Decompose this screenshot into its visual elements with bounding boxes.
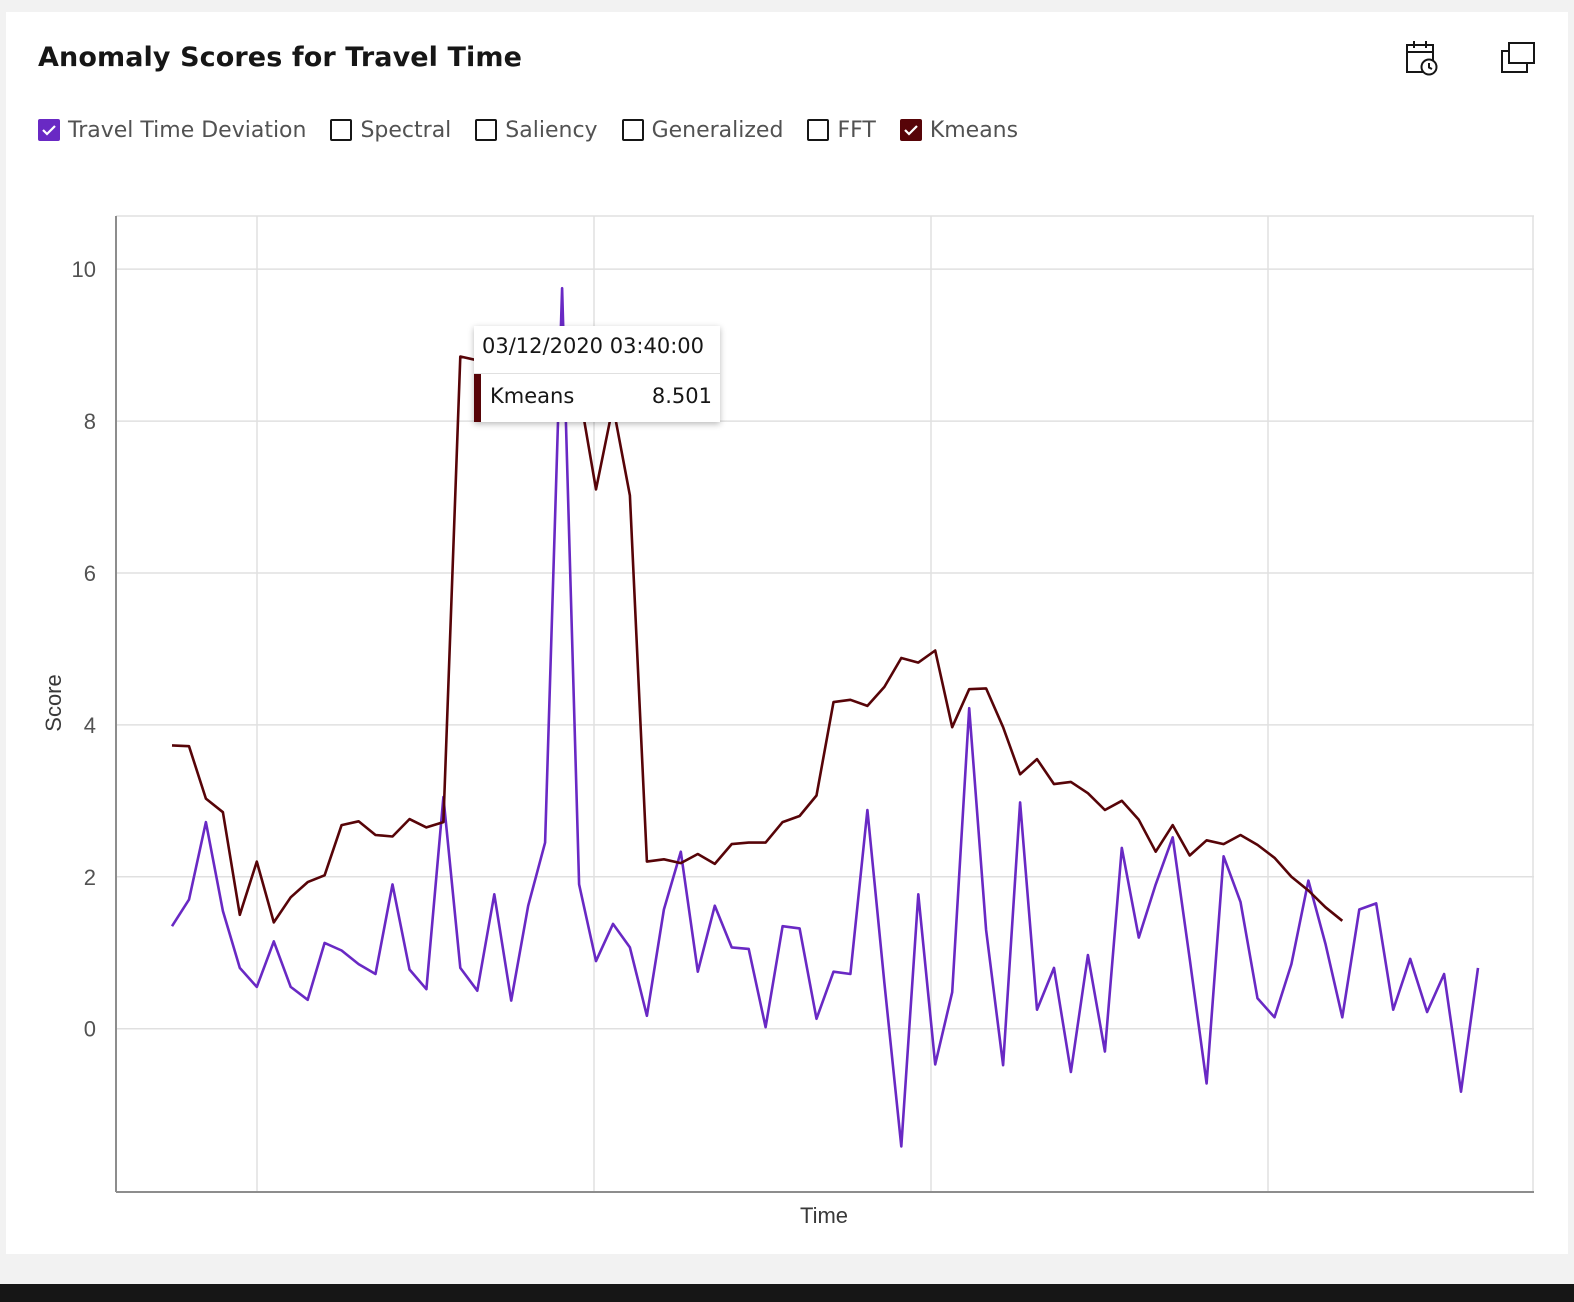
x-axis-label: Time — [800, 1203, 848, 1228]
tooltip-date: 03/12/2020 03:40:00 — [482, 334, 705, 358]
legend-label: Kmeans — [929, 117, 1019, 143]
legend-label: FFT — [837, 117, 876, 143]
tooltip-color-swatch — [474, 374, 481, 422]
series-lines — [170, 286, 1480, 1148]
axes — [115, 216, 1534, 1193]
expand-window-icon — [1500, 41, 1536, 79]
legend-checkbox[interactable] — [621, 119, 644, 141]
bottom-bar — [0, 1284, 1574, 1302]
chart-title: Anomaly Scores for Travel Time — [38, 42, 523, 73]
legend-item[interactable]: Spectral — [330, 118, 451, 143]
y-tick-label: 4 — [84, 713, 96, 738]
legend-label: Spectral — [360, 117, 452, 143]
legend-checkbox[interactable] — [475, 119, 498, 141]
legend-item[interactable]: Generalized — [621, 117, 784, 143]
legend-label: Generalized — [651, 117, 784, 143]
y-tick-label: 6 — [84, 561, 96, 586]
legend-checkbox[interactable] — [330, 119, 353, 141]
chart-card: Anomaly Scores for Travel Time Travel Ti… — [6, 12, 1568, 1254]
legend-checkbox[interactable] — [38, 119, 60, 141]
legend-item[interactable]: Saliency — [475, 117, 598, 143]
y-tick-labels: 0 2 4 6 8 10 — [72, 257, 96, 1042]
tooltip-series-label: Kmeans — [490, 384, 575, 408]
legend: Travel Time Deviation Spectral Saliency Gen… — [38, 114, 1042, 146]
y-tick-label: 0 — [84, 1017, 96, 1042]
y-tick-label: 10 — [72, 257, 96, 282]
date-range-button[interactable] — [1400, 38, 1444, 82]
expand-button[interactable] — [1496, 38, 1540, 82]
tooltip-divider — [474, 373, 720, 374]
tooltip: 03/12/2020 03:40:00 Kmeans 8.501 — [474, 326, 720, 422]
tooltip-value: 8.501 — [651, 384, 712, 408]
calendar-clock-icon — [1405, 40, 1439, 80]
legend-checkbox[interactable] — [807, 119, 830, 141]
legend-label: Travel Time Deviation — [68, 117, 307, 143]
legend-item[interactable]: FFT — [807, 117, 876, 143]
y-axis-label: Score — [41, 674, 66, 731]
y-tick-label: 8 — [84, 409, 96, 434]
grid-lines — [116, 215, 1534, 1192]
series-line — [171, 355, 1344, 924]
legend-item[interactable]: Kmeans — [899, 117, 1019, 143]
legend-label: Saliency — [505, 117, 598, 143]
series-line — [170, 286, 1480, 1148]
legend-checkbox[interactable] — [899, 119, 922, 141]
y-tick-label: 2 — [84, 865, 96, 890]
legend-item[interactable]: Travel Time Deviation — [38, 118, 306, 143]
